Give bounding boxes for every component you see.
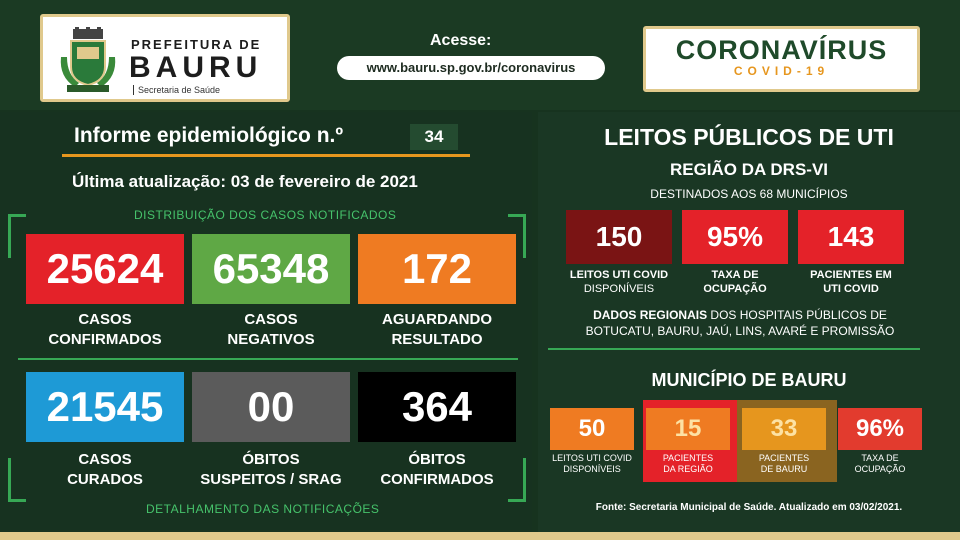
bottom-strip [0, 532, 960, 540]
mun-box-pacientes-bauru: 33 [742, 408, 826, 450]
bracket-top-left [8, 214, 26, 258]
corona-title: CORONAVÍRUS [675, 35, 888, 65]
update-text: Última atualização: 03 de fevereiro de 2… [72, 172, 418, 191]
access-url-link[interactable]: www.bauru.sp.gov.br/coronavirus [337, 56, 605, 80]
uti-label-line1: TAXA DE [711, 269, 759, 281]
coronavirus-badge: CORONAVÍRUS COVID-19 [643, 26, 920, 92]
regional-data-note: DADOS REGIONAIS DOS HOSPITAIS PÚBLICOS D… [560, 307, 920, 339]
uti-label-line2: UTI COVID [823, 283, 879, 295]
uti-label: PACIENTES EM UTI COVID [791, 268, 911, 296]
bauru-crest-icon [60, 27, 116, 92]
stat-box-obitos-confirmados: 364 [358, 372, 516, 442]
uti-label-line1: PACIENTES EM [810, 269, 892, 281]
stat-label-line2: CURADOS [67, 471, 143, 488]
mun-label-line1: LEITOS UTI COVID [552, 453, 632, 463]
stat-label-line2: SUSPEITOS / SRAG [200, 471, 342, 488]
access-label: Acesse: [430, 32, 492, 49]
mun-label: LEITOS UTI COVID DISPONÍVEIS [544, 453, 640, 475]
stat-label-line2: CONFIRMADOS [380, 471, 494, 488]
detail-label: DETALHAMENTO DAS NOTIFICAÇÕES [146, 502, 380, 516]
mun-label-line2: DE BAURU [760, 464, 808, 474]
mun-box-pacientes-regiao: 15 [646, 408, 730, 450]
bracket-bottom-left [8, 458, 26, 502]
stat-label: AGUARDANDO RESULTADO [352, 310, 522, 350]
stat-label-line1: CASOS [78, 451, 132, 468]
stat-box-aguardando: 172 [358, 234, 516, 304]
dados-rest: DOS HOSPITAIS PÚBLICOS DE BOTUCATU, BAUR… [585, 308, 895, 338]
uti-box-taxa: 95% [682, 210, 788, 264]
stat-label-line1: ÓBITOS [408, 451, 466, 468]
stat-box-negativos: 65348 [192, 234, 350, 304]
mun-label-line1: PACIENTES [758, 453, 810, 463]
mun-box-leitos: 50 [550, 408, 634, 450]
stat-label: ÓBITOS CONFIRMADOS [352, 450, 522, 490]
region-subtitle: REGIÃO DA DRS-VI [669, 160, 829, 179]
mun-box-taxa: 96% [838, 408, 922, 450]
title-underline [62, 154, 470, 157]
logo-prefeitura-text: PREFEITURA DE [131, 37, 262, 52]
uti-label: LEITOS UTI COVID DISPONÍVEIS [559, 268, 679, 296]
mun-label: PACIENTES DA REGIÃO [640, 453, 736, 475]
stat-label-line2: CONFIRMADOS [48, 331, 162, 348]
stat-label: ÓBITOS SUSPEITOS / SRAG [186, 450, 356, 490]
stat-label: CASOS CONFIRMADOS [20, 310, 190, 350]
stat-label-line1: ÓBITOS [242, 451, 300, 468]
stat-box-obitos-suspeitos: 00 [192, 372, 350, 442]
stat-box-curados: 21545 [26, 372, 184, 442]
uti-box-leitos: 150 [566, 210, 672, 264]
municipio-title: MUNICÍPIO DE BAURU [651, 370, 847, 390]
source-note: Fonte: Secretaria Municipal de Saúde. At… [595, 502, 903, 513]
bracket-bottom-right [508, 458, 526, 502]
logo-secretaria-text: Secretaria de Saúde [133, 85, 220, 95]
divider [548, 348, 920, 350]
stat-label-line2: NEGATIVOS [227, 331, 315, 348]
uti-label-line1: LEITOS UTI COVID [569, 269, 669, 281]
divider [18, 358, 518, 360]
stat-box-confirmados: 25624 [26, 234, 184, 304]
stat-label: CASOS CURADOS [20, 450, 190, 490]
stat-label: CASOS NEGATIVOS [186, 310, 356, 350]
corona-subtitle: COVID-19 [733, 64, 830, 78]
mun-label-line2: OCUPAÇÃO [854, 464, 906, 474]
bracket-top-right [508, 214, 526, 258]
stat-label-line1: AGUARDANDO [382, 311, 492, 328]
mun-label: PACIENTES DE BAURU [736, 453, 832, 475]
mun-label-line2: DA REGIÃO [663, 464, 713, 474]
stat-label-line2: RESULTADO [391, 331, 483, 348]
uti-label-line2: DISPONÍVEIS [583, 283, 655, 295]
uti-label-line2: OCUPAÇÃO [703, 283, 767, 295]
prefeitura-logo: PREFEITURA DE BAURU Secretaria de Saúde [40, 14, 290, 102]
mun-label-line1: PACIENTES [662, 453, 714, 463]
left-panel [0, 112, 532, 536]
uti-title: LEITOS PÚBLICOS DE UTI [604, 124, 894, 150]
informe-label: Informe epidemiológico n.º [74, 124, 344, 147]
mun-label-line2: DISPONÍVEIS [563, 464, 621, 474]
informe-number: 34 [410, 124, 458, 150]
uti-label: TAXA DE OCUPAÇÃO [675, 268, 795, 296]
distribution-label: DISTRIBUIÇÃO DOS CASOS NOTIFICADOS [134, 208, 397, 222]
dados-bold: DADOS REGIONAIS [593, 308, 708, 322]
stat-label-line1: CASOS [78, 311, 132, 328]
mun-label: TAXA DE OCUPAÇÃO [832, 453, 928, 475]
uti-box-pacientes: 143 [798, 210, 904, 264]
logo-city-text: BAURU [129, 51, 263, 84]
stat-label-line1: CASOS [244, 311, 298, 328]
municipios-subtitle: DESTINADOS AOS 68 MUNICÍPIOS [650, 187, 848, 201]
mun-label-line1: TAXA DE [861, 453, 899, 463]
